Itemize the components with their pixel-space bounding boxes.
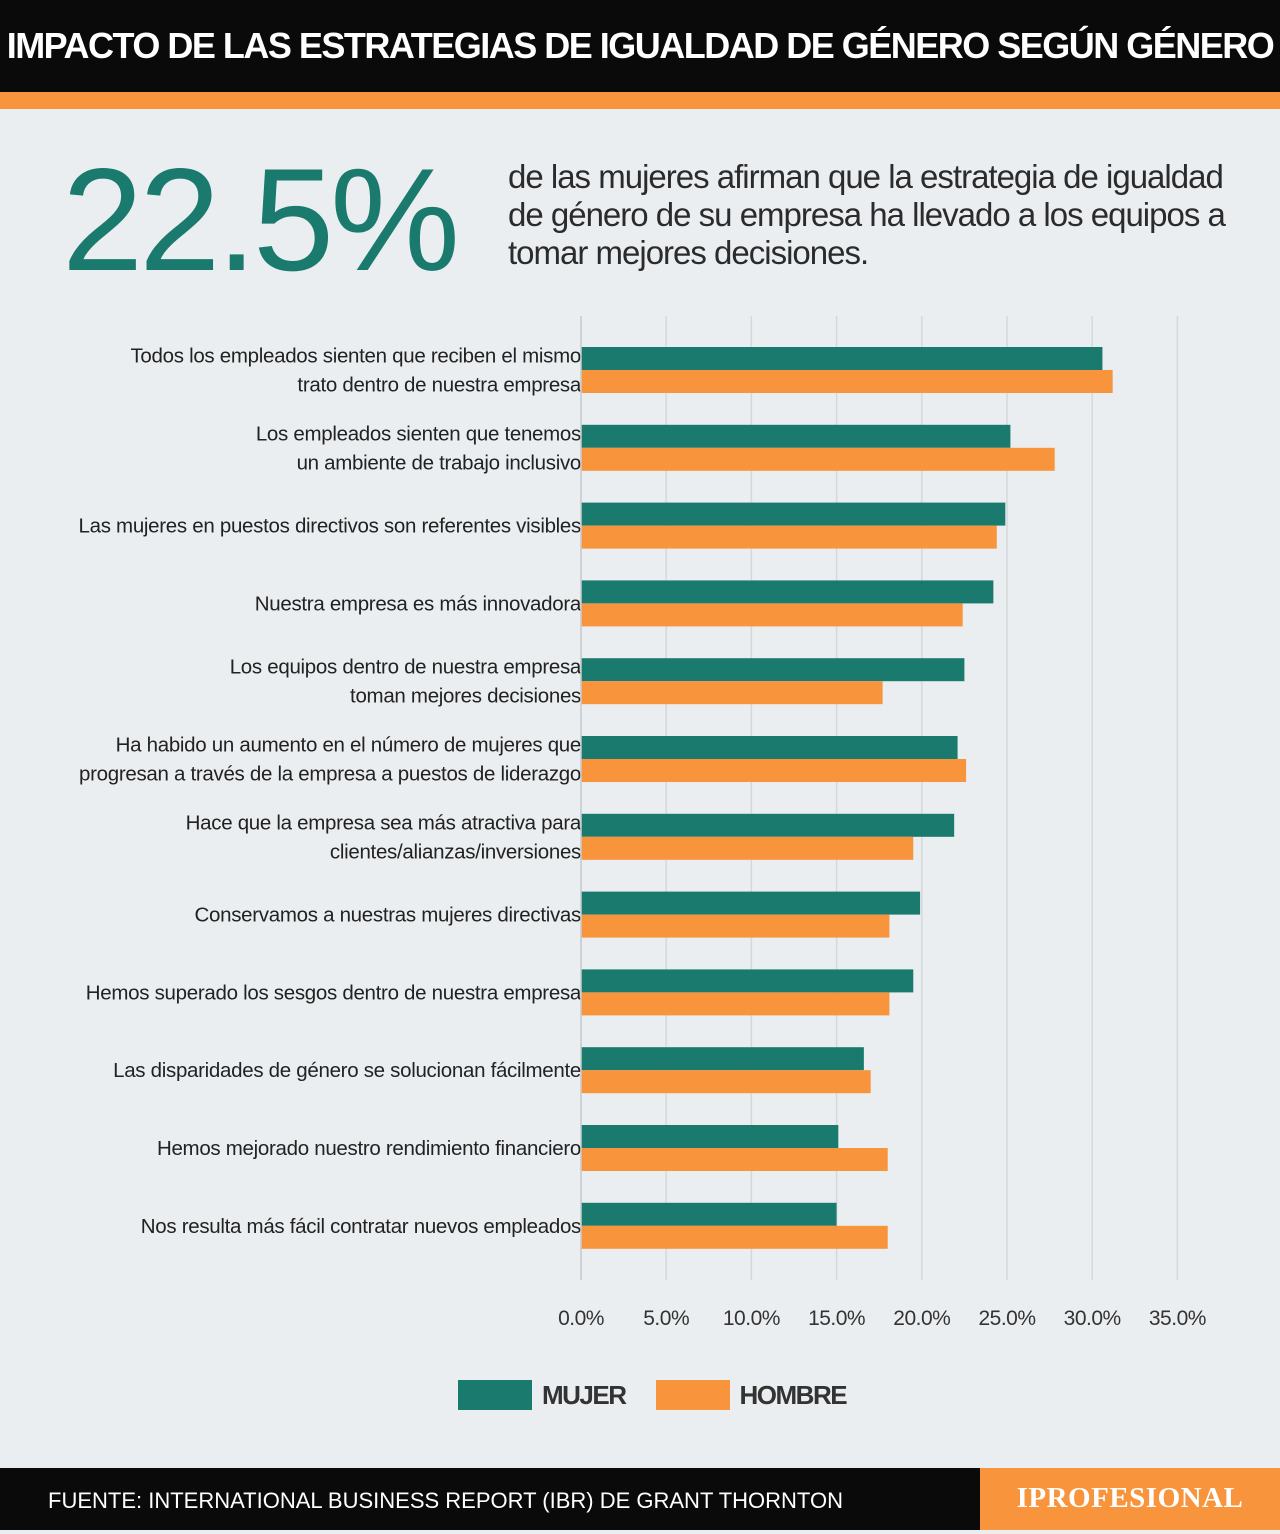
bar-hombre	[581, 1148, 888, 1171]
category-label: Hemos mejorado nuestro rendimiento finan…	[157, 1137, 581, 1160]
page-title: IMPACTO DE LAS ESTRATEGIAS DE IGUALDAD D…	[6, 25, 1275, 66]
bar-hombre	[581, 681, 883, 705]
category-label: trato dentro de nuestra empresa	[297, 374, 581, 397]
legend-label-mujer: MUJER	[542, 1379, 627, 1410]
bar-hombre	[581, 603, 963, 627]
x-tick-label: 30.0%	[1064, 1307, 1121, 1330]
x-tick-label: 0.0%	[558, 1307, 604, 1330]
x-tick-label: 20.0%	[893, 1307, 950, 1330]
category-label: toman mejores decisiones	[350, 685, 581, 708]
category-label: Nuestra empresa es más innovadora	[255, 592, 582, 615]
brand-logo: IPROFESIONAL	[1016, 1482, 1244, 1514]
x-tick-label: 5.0%	[643, 1307, 689, 1330]
category-label: Conservamos a nuestras mujeres directiva…	[195, 904, 582, 927]
x-tick-label: 15.0%	[808, 1307, 865, 1330]
bar-mujer	[581, 891, 921, 915]
x-tick-label: 10.0%	[723, 1307, 780, 1330]
footer-brand-box	[980, 1468, 1280, 1530]
category-label: Las disparidades de género se solucionan…	[113, 1059, 581, 1082]
bar-mujer	[581, 1125, 839, 1148]
category-label: clientes/alianzas/inversiones	[330, 840, 581, 863]
category-label: Los empleados sienten que tenemos	[256, 422, 581, 445]
bar-chart: 0.0% 5.0% 10.0% 15.0% 20.0% 25.0% 30.0% 35.0% To…	[79, 316, 1206, 1330]
bar-mujer	[581, 969, 914, 993]
header-bar	[0, 0, 1280, 92]
legend-label-hombre: HOMBRE	[739, 1379, 848, 1410]
highlight-text: de las mujeres afirman que la estrategia…	[508, 158, 1226, 271]
category-label: un ambiente de trabajo inclusivo	[297, 451, 581, 474]
bar-mujer	[581, 580, 994, 604]
category-label: Las mujeres en puestos directivos son re…	[79, 515, 582, 538]
bar-hombre	[581, 914, 890, 938]
category-label: Hace que la empresa sea más atractiva pa…	[186, 811, 582, 834]
category-label: Nos resulta más fácil contratar nuevos e…	[141, 1215, 581, 1238]
bar-hombre	[581, 759, 967, 782]
chart-legend: MUJER HOMBRE	[458, 1378, 876, 1412]
legend-swatch-hombre	[655, 1380, 730, 1410]
bar-mujer	[581, 736, 958, 759]
bar-hombre	[581, 836, 914, 860]
highlight-value: 22.5%	[62, 138, 460, 301]
bar-mujer	[581, 1047, 864, 1071]
footer-source: FUENTE: INTERNATIONAL BUSINESS REPORT (I…	[48, 1488, 843, 1513]
bar-mujer	[581, 502, 1006, 526]
category-label: Ha habido un aumento en el número de muj…	[116, 734, 581, 757]
footer-bar	[0, 1468, 980, 1530]
category-label: progresan a través de la empresa a puest…	[79, 763, 581, 786]
bar-hombre	[581, 525, 997, 549]
category-label: Hemos superado los sesgos dentro de nues…	[86, 981, 582, 1004]
bar-mujer	[581, 424, 1011, 448]
bar-mujer	[581, 347, 1103, 370]
bar-hombre	[581, 1070, 871, 1094]
header-accent-stripe	[0, 92, 1280, 109]
category-label: Los equipos dentro de nuestra empresa	[230, 656, 582, 679]
bar-mujer	[581, 1202, 837, 1226]
legend-swatch-mujer	[458, 1380, 532, 1410]
bar-hombre	[581, 447, 1055, 471]
category-label: Todos los empleados sienten que reciben …	[130, 345, 581, 368]
bar-hombre	[581, 1225, 888, 1249]
x-tick-label: 35.0%	[1149, 1307, 1206, 1330]
x-tick-label: 25.0%	[978, 1307, 1035, 1330]
bar-hombre	[581, 370, 1113, 393]
bar-hombre	[581, 992, 890, 1016]
bar-mujer	[581, 658, 965, 682]
bar-mujer	[581, 813, 955, 837]
